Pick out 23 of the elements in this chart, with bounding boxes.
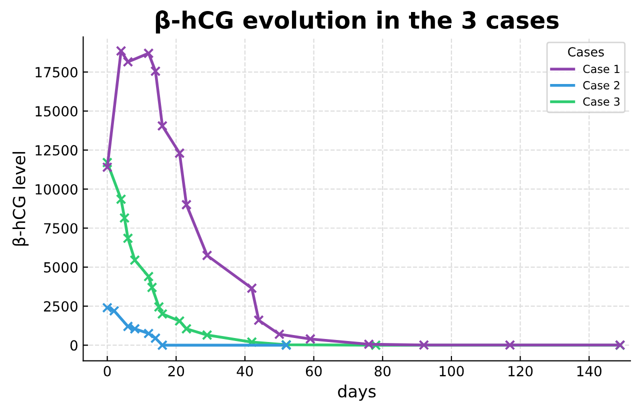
y-tick-label: 0 — [70, 340, 78, 351]
y-tick-label: 17500 — [36, 66, 78, 78]
y-tick-label: 15000 — [36, 106, 78, 117]
x-tick-label: 0 — [104, 366, 111, 376]
x-tick-label: 40 — [236, 366, 253, 376]
x-tick-label: 20 — [168, 366, 184, 376]
legend-label: Case 3 — [583, 97, 620, 106]
x-tick-label: 100 — [440, 366, 464, 376]
x-tick-label: 60 — [306, 366, 322, 376]
y-tick-label: 12500 — [36, 145, 78, 156]
y-tick-label: 5000 — [44, 262, 78, 273]
x-tick-label: 80 — [374, 366, 391, 376]
y-tick-label: 2500 — [44, 301, 78, 312]
x-tick-label: 140 — [577, 366, 602, 376]
y-tick-label: 7500 — [44, 223, 78, 234]
legend-label: Case 1 — [583, 64, 620, 74]
y-tick-label: 10000 — [36, 184, 78, 195]
x-tick-label: 120 — [508, 366, 533, 376]
legend-label: Case 2 — [583, 81, 620, 90]
y-axis-title: β-hCG level — [12, 152, 29, 246]
x-axis-title: days — [338, 384, 376, 401]
legend-title: Cases — [568, 47, 604, 57]
chart-title: β-hCG evolution in the 3 cases — [156, 10, 559, 34]
